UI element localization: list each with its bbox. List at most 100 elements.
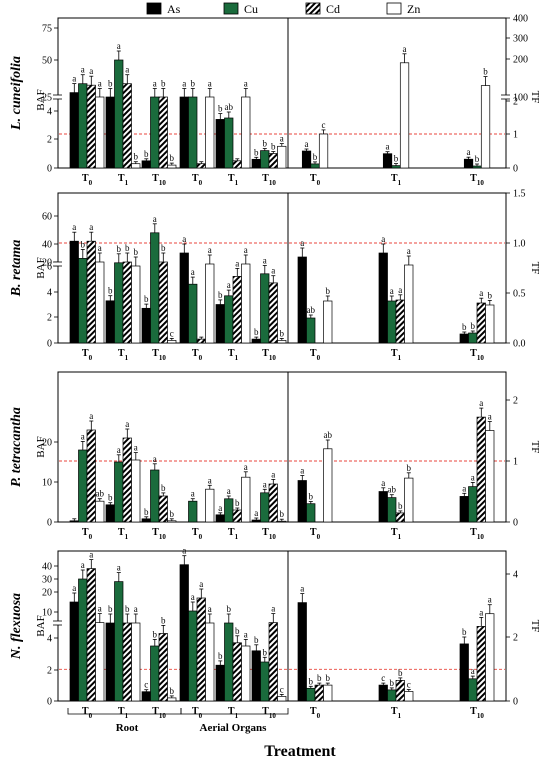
x-tick-label: T0 <box>192 706 203 720</box>
baf-bar-as-p3-c6 <box>251 519 261 523</box>
significance-letter: a <box>227 280 231 290</box>
significance-letter: c <box>381 673 385 683</box>
significance-letter: a <box>117 445 121 455</box>
significance-letter: b <box>117 244 122 254</box>
significance-letter: b <box>134 247 139 257</box>
tf-tick-label: 0.5 <box>513 289 526 300</box>
significance-letter: b <box>161 483 166 493</box>
baf-bar-cu-p4-c3 <box>150 645 160 702</box>
baf-tick-label: 4 <box>47 634 52 645</box>
significance-letter: b <box>161 79 166 89</box>
baf-bar-zn-p1-c5 <box>241 96 251 169</box>
significance-letter: b <box>235 626 240 636</box>
baf-tick-label: 40 <box>42 240 52 251</box>
legend-label-as: As <box>167 2 181 16</box>
significance-letter: a <box>191 267 195 277</box>
tf-tick-label: 1.5 <box>513 189 526 200</box>
x-tick-label: T1 <box>118 527 129 541</box>
baf-bar-zn-p4-c6 <box>277 696 287 702</box>
significance-letter: a <box>134 604 138 614</box>
x-tick-label: T1 <box>228 348 239 362</box>
significance-letter: b <box>263 139 268 149</box>
baf-bar-cd-p4-c4 <box>196 597 206 702</box>
axis-break <box>54 621 62 625</box>
legend-swatch-as <box>146 2 162 15</box>
baf-tick-label: 4 <box>47 107 52 118</box>
significance-letter: a <box>244 629 248 639</box>
tf-bar-zn-p4-c1 <box>323 684 333 702</box>
tf-bar-zn-p4-c2 <box>404 691 414 702</box>
axis-break <box>502 95 510 99</box>
significance-letter: a <box>479 288 483 298</box>
x-tick-label: T0 <box>310 348 321 362</box>
significance-letter: b <box>144 294 149 304</box>
baf-bar-zn-p2-c1 <box>95 261 105 344</box>
baf-tick-label: 2 <box>47 135 52 146</box>
tf-axis-label: TF <box>529 262 541 275</box>
tf-tick-label: 2 <box>513 97 518 108</box>
significance-letter: a <box>271 266 275 276</box>
tf-bar-cd-p2-c2 <box>395 299 405 344</box>
baf-bar-as-p2-c3 <box>141 307 151 344</box>
significance-letter: a <box>199 579 203 589</box>
group-label-root: Root <box>116 722 139 734</box>
significance-letter: c <box>407 680 411 690</box>
significance-letter: a <box>98 243 102 253</box>
baf-tick-label: 20 <box>42 588 52 599</box>
tf-bar-as-p2-c3 <box>459 333 469 344</box>
legend-swatch-zn <box>386 2 402 15</box>
tf-axis-label: TF <box>529 91 541 104</box>
x-tick-label: T10 <box>152 348 166 362</box>
x-tick-label: T0 <box>82 173 93 187</box>
baf-tick-label: 2 <box>47 666 52 677</box>
significance-letter: a <box>81 65 85 75</box>
baf-bar-cu-p2-c2 <box>114 262 124 344</box>
significance-letter: b <box>125 243 130 253</box>
baf-bar-zn-p1-c4 <box>205 96 215 169</box>
tf-bar-cd-p3-c2 <box>395 512 405 523</box>
baf-bar-cd-p4-c6 <box>268 622 278 702</box>
x-tick-label: T10 <box>262 527 276 541</box>
tf-bar-cu-p3-c1 <box>306 503 316 523</box>
tf-tick-label: 400 <box>513 14 528 25</box>
baf-bar-cu-p4-c2 <box>114 581 124 702</box>
baf-bar-as-p4-c6 <box>251 650 261 702</box>
significance-letter: b <box>108 79 113 89</box>
x-tick-label: T10 <box>470 527 484 541</box>
baf-tick-label: 20 <box>42 258 52 269</box>
significance-letter: a <box>72 583 76 593</box>
tf-bar-cu-p1-c3 <box>472 165 482 169</box>
tf-tick-label: 100 <box>513 93 528 104</box>
baf-bar-zn-p2-c6 <box>277 340 287 344</box>
tf-bar-zn-p1-c1 <box>318 133 329 169</box>
x-tick-label: T0 <box>82 706 93 720</box>
x-tick-label: T10 <box>470 173 484 187</box>
legend-swatch-cu <box>223 2 239 15</box>
baf-bar-cd-p3-c1 <box>86 429 96 523</box>
significance-letter: a <box>471 666 475 676</box>
significance-letter: a <box>89 222 93 232</box>
x-tick-label: T0 <box>82 527 93 541</box>
tf-tick-label: 0 <box>513 164 518 175</box>
axis-break <box>54 95 62 99</box>
tf-bar-as-p2-c1 <box>297 256 307 344</box>
significance-letter: b <box>153 629 158 639</box>
significance-letter: a <box>305 139 309 149</box>
baf-bar-zn-p1-c1 <box>95 96 105 169</box>
significance-letter: b <box>462 627 467 637</box>
baf-tick-label: 4 <box>47 288 52 299</box>
baf-bar-cd-p1-c1 <box>86 84 96 169</box>
significance-letter: ab <box>96 489 105 499</box>
tf-tick-label: 2 <box>513 396 518 407</box>
significance-letter: b <box>144 149 149 159</box>
tf-tick-label: 2 <box>513 633 518 644</box>
x-tick-label: T0 <box>310 527 321 541</box>
significance-letter: a <box>153 214 157 224</box>
baf-bar-as-p4-c5 <box>215 664 225 702</box>
significance-letter: a <box>72 222 76 232</box>
significance-letter: a <box>280 134 284 144</box>
baf-bar-as-p2-c6 <box>251 338 261 344</box>
significance-letter: b <box>398 501 403 511</box>
significance-letter: a <box>488 595 492 605</box>
